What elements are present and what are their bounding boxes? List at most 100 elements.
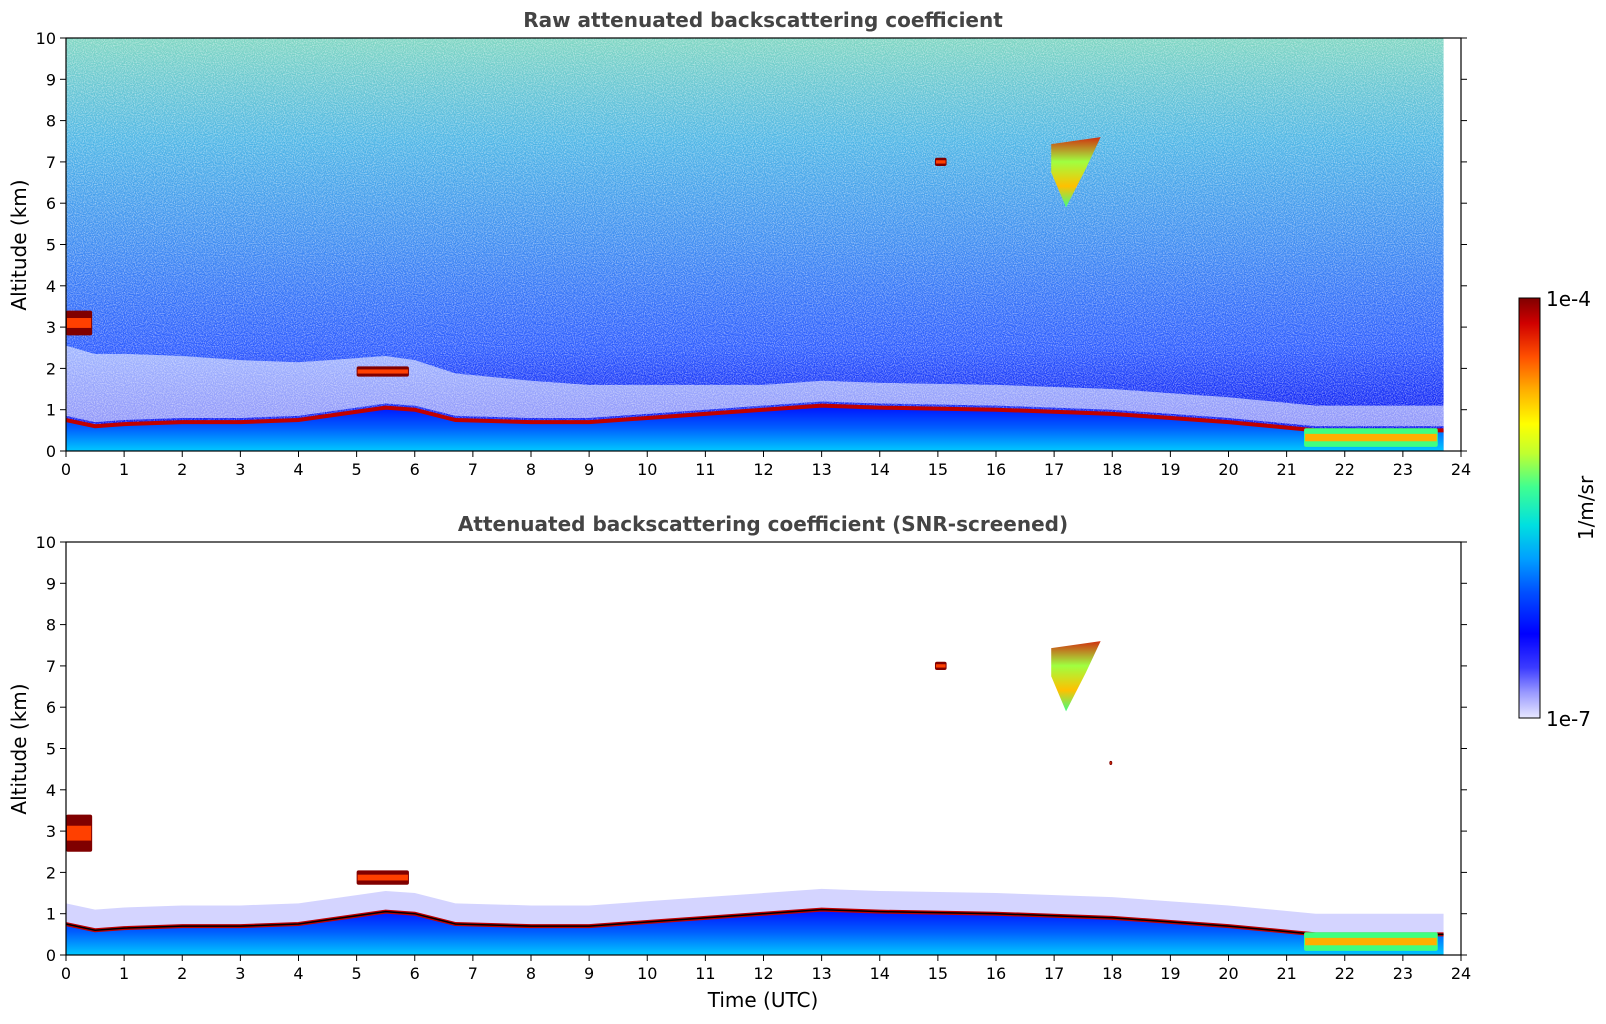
x-tick-label: 22	[1335, 964, 1355, 983]
cloud-feature-core	[935, 664, 946, 668]
x-tick-label: 24	[1451, 460, 1471, 479]
x-tick-label: 13	[811, 460, 831, 479]
cloud-feature	[1051, 641, 1101, 712]
y-tick-label: 0	[46, 946, 56, 965]
y-axis: 0 1 2 3 4 5 6 7 8 9 10	[36, 533, 1467, 965]
y-axis: 0 1 2 3 4 5 6 7 8 9 10	[36, 29, 1467, 461]
cloud-feature-core	[1305, 433, 1437, 442]
y-tick-label: 2	[46, 359, 56, 378]
y-tick-label: 3	[46, 822, 56, 841]
x-tick-label: 12	[753, 964, 773, 983]
panel-title: Attenuated backscattering coefficient (S…	[458, 512, 1068, 536]
x-tick-label: 21	[1276, 460, 1296, 479]
x-tick-label: 23	[1393, 460, 1413, 479]
x-tick-label: 11	[695, 964, 715, 983]
x-tick-label: 19	[1160, 964, 1180, 983]
x-axis-label: Time (UTC)	[707, 988, 819, 1012]
x-tick-label: 7	[468, 964, 478, 983]
panel-title: Raw attenuated backscattering coefficien…	[523, 8, 1003, 32]
x-tick-label: 19	[1160, 460, 1180, 479]
x-tick-label: 18	[1102, 964, 1122, 983]
x-tick-label: 3	[235, 964, 245, 983]
x-tick-label: 15	[928, 460, 948, 479]
x-tick-label: 17	[1044, 460, 1064, 479]
x-tick-label: 22	[1335, 460, 1355, 479]
x-tick-label: 2	[177, 460, 187, 479]
x-tick-label: 15	[928, 964, 948, 983]
snr-screened-panel: Attenuated backscattering coefficient (S…	[7, 512, 1471, 1012]
x-tick-label: 16	[986, 964, 1006, 983]
x-tick-label: 11	[695, 460, 715, 479]
cloud-feature-core	[1110, 762, 1112, 764]
x-axis: 0 1 2 3 4 5 6 7 8 9 10 11 12 13 14 15 16 17 18 19 20 21 22 23 24	[61, 955, 1471, 983]
clear-sky-band	[66, 345, 1444, 427]
raw-backscatter-panel: Raw attenuated backscattering coefficien…	[7, 8, 1471, 479]
x-tick-label: 10	[637, 964, 657, 983]
x-tick-label: 0	[61, 460, 71, 479]
boundary-layer-top-edge	[66, 908, 1444, 936]
x-tick-label: 1	[119, 460, 129, 479]
x-tick-label: 4	[293, 460, 303, 479]
y-tick-label: 5	[46, 740, 56, 759]
x-tick-label: 3	[235, 460, 245, 479]
y-tick-label: 10	[36, 533, 56, 552]
x-tick-label: 12	[753, 460, 773, 479]
x-tick-label: 9	[584, 460, 594, 479]
x-tick-label: 18	[1102, 460, 1122, 479]
cloud-feature-core	[357, 369, 408, 374]
y-tick-label: 3	[46, 318, 56, 337]
raw-heatmap	[66, 38, 1444, 451]
y-tick-label: 5	[46, 236, 56, 255]
x-tick-label: 9	[584, 964, 594, 983]
x-tick-label: 23	[1393, 964, 1413, 983]
y-tick-label: 8	[46, 112, 56, 131]
x-tick-label: 13	[811, 964, 831, 983]
y-tick-label: 1	[46, 905, 56, 924]
y-tick-label: 6	[46, 698, 56, 717]
boundary-layer	[66, 909, 1444, 955]
colorbar-unit-label: 1/m/sr	[1574, 475, 1598, 540]
x-axis: 0 1 2 3 4 5 6 7 8 9 10 11 12 13 14 15 16 17 18 19 20 21 22 23 24	[61, 451, 1471, 479]
x-tick-label: 10	[637, 460, 657, 479]
y-axis-label: Altitude (km)	[7, 683, 31, 814]
x-tick-label: 20	[1218, 964, 1238, 983]
x-tick-label: 4	[293, 964, 303, 983]
x-tick-label: 5	[352, 460, 362, 479]
x-tick-label: 0	[61, 964, 71, 983]
x-tick-label: 14	[870, 964, 890, 983]
x-tick-label: 24	[1451, 964, 1471, 983]
y-tick-label: 7	[46, 657, 56, 676]
colorbar-gradient	[1518, 297, 1541, 719]
y-tick-label: 10	[36, 29, 56, 48]
y-tick-label: 9	[46, 70, 56, 89]
x-tick-label: 8	[526, 460, 536, 479]
x-tick-label: 8	[526, 964, 536, 983]
x-tick-label: 5	[352, 964, 362, 983]
screened-heatmap	[66, 641, 1444, 955]
cloud-feature	[1051, 137, 1101, 208]
x-tick-label: 1	[119, 964, 129, 983]
cloud-feature-core	[935, 160, 946, 164]
cloud-feature-core	[1305, 937, 1437, 946]
screened-faint-layer	[66, 888, 1444, 935]
y-tick-label: 7	[46, 153, 56, 172]
y-tick-label: 1	[46, 401, 56, 420]
y-axis-label: Altitude (km)	[7, 179, 31, 310]
x-tick-label: 21	[1276, 964, 1296, 983]
boundary-layer-top	[66, 403, 1444, 433]
y-tick-label: 4	[46, 277, 56, 296]
y-tick-label: 8	[46, 616, 56, 635]
x-tick-label: 16	[986, 460, 1006, 479]
cloud-feature-core	[357, 874, 408, 881]
y-tick-label: 6	[46, 194, 56, 213]
x-tick-label: 7	[468, 460, 478, 479]
colorbar: 1e-4 1e-7 1/m/sr	[1518, 287, 1598, 731]
colorbar-max-label: 1e-4	[1546, 287, 1591, 311]
colorbar-min-label: 1e-7	[1546, 707, 1591, 731]
x-tick-label: 2	[177, 964, 187, 983]
cloud-feature-core	[67, 825, 92, 841]
x-tick-label: 17	[1044, 964, 1064, 983]
y-tick-label: 2	[46, 863, 56, 882]
